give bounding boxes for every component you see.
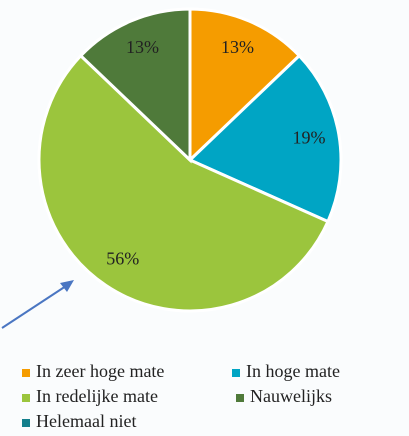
data-label: 13% [126,37,159,57]
data-label: 13% [221,37,254,57]
legend-marker [232,369,240,377]
legend-label: In hoge mate [246,361,340,381]
arrow-head [60,280,74,292]
pie-slice [188,7,302,164]
legend-marker [22,419,30,427]
legend-label: In redelijke mate [36,386,158,406]
arrow [1,285,67,329]
data-label: 56% [106,248,139,268]
legend-marker [22,369,30,377]
pie-slice [37,53,330,313]
pie-slice [187,53,343,224]
legend-marker [22,394,30,402]
legend-label: Nauwelijks [250,386,332,406]
pie-slice [78,7,192,164]
legend-marker [236,394,244,402]
legend-label: Helemaal niet [36,411,136,431]
data-label: 19% [293,128,326,148]
legend-label: In zeer hoge mate [36,361,164,381]
